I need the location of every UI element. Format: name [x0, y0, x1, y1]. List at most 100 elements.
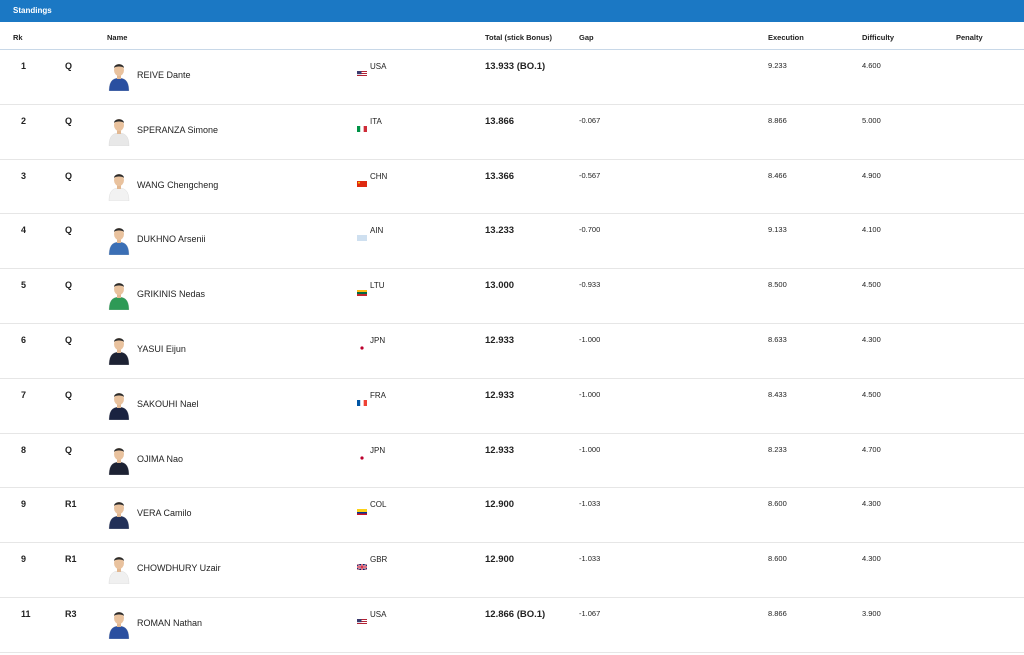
qualification-status: Q — [65, 389, 73, 400]
table-row[interactable]: 4 Q DUKHNO Arsenii AIN 13.233 -0.700 9.133 4.10… — [0, 214, 1024, 270]
difficulty-score: 4.300 — [862, 499, 881, 509]
total-score: 13.000 — [485, 280, 515, 292]
athlete-photo — [107, 59, 131, 92]
athlete-photo — [107, 114, 131, 146]
noc-code: LTU — [370, 281, 385, 291]
qualification-status: Q — [65, 334, 73, 345]
table-row[interactable]: 6 Q YASUI Eijun JPN 12.933 -1.000 8.633 4.300 — [0, 324, 1024, 379]
header-name: Name — [107, 33, 128, 42]
athlete-name[interactable]: DUKHNO Arsenii — [137, 234, 206, 245]
qualification-status: Q — [65, 444, 73, 455]
rank: 6 — [21, 334, 27, 345]
table-row[interactable]: 3 Q WANG Chengcheng CHN 13.366 -0.567 8.466 4.9… — [0, 160, 1024, 215]
table-row[interactable]: 11 R3 ROMAN Nathan USA 12.866 (BO.1) -1.067 8.… — [0, 598, 1024, 653]
rank: 2 — [21, 115, 27, 126]
noc-code: JPN — [370, 335, 386, 345]
flag-usa-icon — [357, 64, 367, 77]
table-header: Rk Name Total (stick Bonus) Gap Executio… — [0, 22, 1024, 50]
athlete-photo — [107, 443, 131, 475]
qualification-status: R1 — [65, 554, 77, 565]
athlete-name[interactable]: CHOWDHURY Uzair — [137, 563, 221, 574]
flag-ita-icon — [357, 119, 367, 132]
noc-code: AIN — [370, 226, 384, 236]
athlete-name[interactable]: SPERANZA Simone — [137, 124, 219, 135]
difficulty-score: 4.100 — [862, 225, 881, 235]
qualification-status: Q — [65, 115, 73, 126]
difficulty-score: 4.600 — [862, 61, 881, 70]
athlete-name[interactable]: GRIKINIS Nedas — [137, 289, 206, 300]
flag-usa-icon — [357, 612, 367, 625]
total-score: 13.933 (BO.1) — [485, 61, 546, 72]
rank: 9 — [21, 499, 27, 510]
gap-value: -0.567 — [579, 170, 601, 180]
total-score: 12.900 — [485, 499, 515, 511]
athlete-name[interactable]: REIVE Dante — [137, 70, 191, 80]
difficulty-score: 4.500 — [862, 280, 881, 290]
gap-value: -1.033 — [579, 554, 601, 564]
noc-code: GBR — [370, 555, 388, 565]
athlete-name[interactable]: ROMAN Nathan — [137, 617, 203, 628]
table-row[interactable]: 9 R1 VERA Camilo COL 12.900 -1.033 8.600 4.300 — [0, 488, 1024, 544]
header-execution: Execution — [768, 33, 804, 42]
difficulty-score: 4.300 — [862, 554, 881, 564]
gap-value: -1.033 — [579, 499, 601, 509]
execution-score: 8.866 — [768, 608, 787, 618]
qualification-status: Q — [65, 225, 73, 236]
total-score: 12.933 — [485, 389, 515, 401]
rank: 7 — [21, 389, 27, 400]
table-row[interactable]: 5 Q GRIKINIS Nedas LTU 13.000 -0.933 8.500 4.50… — [0, 269, 1024, 324]
table-row[interactable]: 2 Q SPERANZA Simone ITA 13.866 -0.067 8.866 5.0… — [0, 105, 1024, 160]
flag-col-icon — [357, 502, 367, 516]
gap-value: -1.000 — [579, 389, 601, 399]
table-row[interactable]: 9 R1 CHOWDHURY Uzair GBR 12.900 -1.033 8.600 4.… — [0, 543, 1024, 598]
noc-code: COL — [370, 500, 387, 510]
difficulty-score: 3.900 — [862, 608, 881, 618]
standings-table-body: 1 Q REIVE Dante USA 13.933 (BO.1) 9.233 4.600 2… — [0, 50, 1024, 653]
table-row[interactable]: 8 Q OJIMA Nao JPN 12.933 -1.000 8.233 4.700 — [0, 434, 1024, 489]
flag-jpn-icon — [357, 338, 367, 351]
flag-ain-icon — [357, 228, 367, 242]
athlete-photo — [107, 552, 131, 585]
header-gap: Gap — [579, 33, 594, 42]
noc-code: CHN — [370, 171, 388, 181]
athlete-photo — [107, 607, 131, 640]
athlete-photo — [107, 388, 131, 420]
execution-score: 8.600 — [768, 499, 787, 509]
execution-score: 9.233 — [768, 61, 787, 70]
rank: 5 — [21, 280, 27, 291]
difficulty-score: 4.900 — [862, 170, 881, 180]
athlete-name[interactable]: WANG Chengcheng — [137, 179, 219, 190]
flag-gbr-icon — [356, 557, 368, 571]
rank: 3 — [21, 170, 27, 181]
athlete-photo — [107, 169, 131, 201]
gap-value: -1.067 — [579, 608, 601, 618]
gap-value: -1.000 — [579, 444, 601, 454]
rank: 9 — [21, 554, 27, 565]
qualification-status: R1 — [65, 499, 77, 510]
noc-code: USA — [370, 609, 387, 619]
total-score: 13.366 — [485, 170, 515, 182]
athlete-name[interactable]: OJIMA Nao — [137, 453, 184, 464]
flag-chn-icon — [357, 174, 367, 187]
header-rk: Rk — [13, 33, 23, 42]
athlete-name[interactable]: SAKOUHI Nael — [137, 398, 199, 409]
qualification-status: Q — [65, 280, 73, 291]
execution-score: 8.633 — [768, 334, 787, 344]
total-score: 12.933 — [485, 444, 515, 456]
athlete-name[interactable]: VERA Camilo — [137, 508, 192, 519]
flag-fra-icon — [357, 393, 367, 406]
table-row[interactable]: 1 Q REIVE Dante USA 13.933 (BO.1) 9.233 4.600 — [0, 50, 1024, 105]
athlete-photo — [107, 223, 131, 256]
rank: 11 — [21, 608, 31, 619]
qualification-status: Q — [65, 170, 73, 181]
difficulty-score: 4.500 — [862, 389, 881, 399]
execution-score: 9.133 — [768, 225, 787, 235]
execution-score: 8.600 — [768, 554, 787, 564]
noc-code: FRA — [370, 390, 386, 400]
table-row[interactable]: 7 Q SAKOUHI Nael FRA 12.933 -1.000 8.433 4.500 — [0, 379, 1024, 434]
header-penalty: Penalty — [956, 33, 983, 42]
difficulty-score: 4.700 — [862, 444, 881, 454]
difficulty-score: 4.300 — [862, 334, 881, 344]
qualification-status: Q — [65, 61, 73, 71]
athlete-name[interactable]: YASUI Eijun — [137, 343, 186, 354]
